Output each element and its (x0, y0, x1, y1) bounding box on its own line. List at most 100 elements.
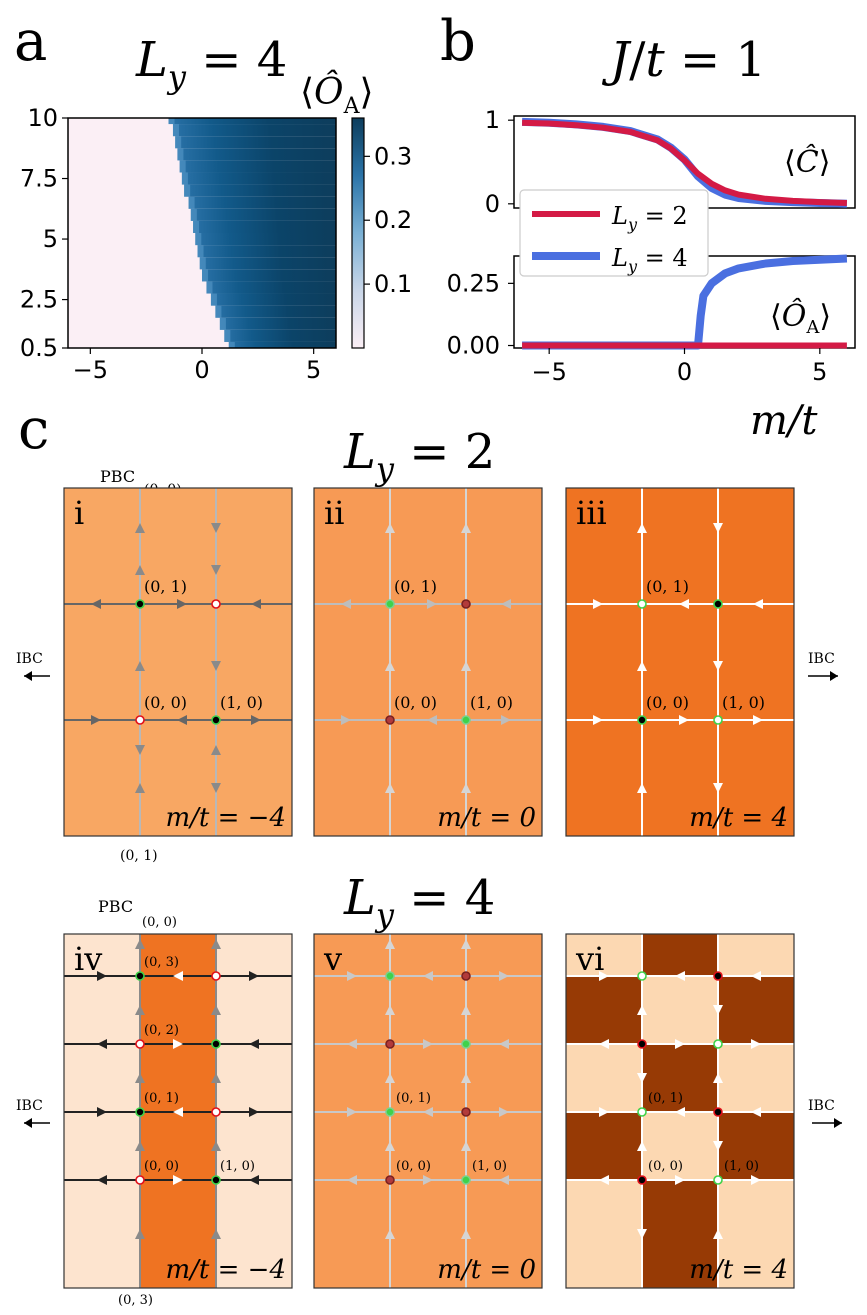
heatmap-edge (193, 220, 200, 233)
heatmap-row (224, 329, 336, 342)
plaquette (718, 976, 794, 1044)
plaquette (718, 1180, 794, 1288)
link-arrow (385, 1229, 395, 1239)
site-coordinate: (0, 1) (646, 577, 689, 596)
link-arrow (211, 1141, 221, 1151)
heatmap-row (177, 148, 336, 161)
lattice-site (637, 715, 647, 725)
site-coordinate: (0, 0) (396, 1159, 431, 1174)
lattice-panels: (0, 1)(0, 0) (1, 0)im/t = −4(0, 1)(0, 0)(… (63, 487, 795, 1289)
panel-b-xlabel: m/t (750, 398, 818, 444)
link-arrow (211, 523, 221, 533)
link-arrow (637, 1073, 647, 1083)
heatmap-row (190, 208, 336, 221)
site-coordinate: (0, 0) (144, 1159, 179, 1174)
link-arrow (499, 1175, 509, 1185)
series-line (522, 254, 848, 350)
ibc-left-bottom: IBC (16, 1098, 50, 1128)
link-arrow (173, 971, 183, 981)
link-arrow (461, 1141, 471, 1151)
link-arrow (211, 745, 221, 755)
colorbar-tick: 0.3 (374, 142, 412, 170)
link-arrow (679, 599, 689, 609)
link-arrow (211, 783, 221, 793)
link-arrow (461, 1073, 471, 1083)
site-coordinate: (0, 1) (144, 577, 187, 596)
link-arrow (713, 1141, 723, 1151)
link-arrow (423, 1107, 433, 1117)
site-coordinate: (0, 0) (394, 693, 437, 712)
link-arrow (751, 1175, 761, 1185)
panel-roman-label: ii (324, 494, 344, 532)
heatmap-ytick: 0.5 (20, 334, 58, 362)
bottom-coord-bottom: (0, 3) (118, 1293, 153, 1308)
link-arrow (385, 1141, 395, 1151)
link-arrow (91, 715, 101, 725)
heatmap-row (206, 281, 336, 294)
panel-label-a: a (14, 9, 47, 74)
heatmap-ytick: 10 (27, 104, 58, 132)
lattice-site (461, 1039, 471, 1049)
plaquette (718, 934, 794, 976)
link-arrow (135, 939, 145, 949)
panel-roman-label: v (323, 940, 342, 978)
panel-mt-label: m/t = 4 (689, 803, 788, 833)
link-arrow (599, 1107, 609, 1117)
bottom-ytick: 0.00 (447, 332, 500, 360)
link-arrow (97, 1107, 107, 1117)
heatmap-edge (172, 124, 179, 137)
heatmap-edge (190, 208, 197, 221)
svg-text:J/t = 1: J/t = 1 (601, 32, 766, 88)
heatmap-row (188, 196, 336, 209)
link-arrow (135, 1073, 145, 1083)
heatmap-edge (210, 293, 217, 306)
link-arrow (423, 1175, 433, 1185)
lattice-site (713, 599, 723, 609)
link-arrow (461, 523, 471, 533)
lattice-site (461, 971, 471, 981)
link-arrow (637, 1141, 647, 1151)
lattice-site (135, 1107, 145, 1117)
plaquette (566, 1180, 642, 1288)
link-arrow (423, 971, 433, 981)
link-arrow (675, 1039, 685, 1049)
lattice-site (637, 599, 647, 609)
heatmap-edge (195, 233, 202, 246)
link-arrow (637, 661, 647, 671)
link-arrow (211, 661, 221, 671)
lattice-site (637, 1107, 647, 1117)
bottom-coord-top: (0, 1) (120, 848, 158, 864)
link-arrow (385, 783, 395, 793)
lattice-site (385, 1039, 395, 1049)
site-coordinate: (0, 0) (144, 693, 187, 712)
link-arrow (499, 1107, 509, 1117)
link-arrow (135, 1141, 145, 1151)
link-arrow (385, 661, 395, 671)
heading-ly4: Ly = 4 (343, 870, 495, 934)
link-arrow (637, 783, 647, 793)
heatmap-edge (206, 281, 213, 294)
panel-b-xtick: −5 (531, 358, 566, 386)
site-coordinate: (0, 2) (144, 1023, 179, 1038)
link-arrow (249, 1039, 259, 1049)
lattice-site (461, 715, 471, 725)
lattice-site (385, 599, 395, 609)
lattice-site (713, 971, 723, 981)
panel-frame (565, 487, 795, 837)
panel-a-title: Ly = 4 (135, 32, 287, 96)
link-arrow (135, 523, 145, 533)
link-arrow (211, 1073, 221, 1083)
link-arrow (97, 1175, 107, 1185)
lattice-site (211, 1175, 221, 1185)
panel-mt-label: m/t = −4 (165, 803, 286, 833)
svg-text:⟨ÔA⟩: ⟨ÔA⟩ (300, 71, 374, 119)
link-arrow (461, 783, 471, 793)
top-subplot-label: ⟨Ĉ⟩ (784, 144, 830, 180)
heatmap-row (228, 341, 336, 348)
lattice-site (385, 1175, 395, 1185)
panel-mt-label: m/t = 0 (437, 1255, 536, 1285)
lattice-site (385, 715, 395, 725)
svg-text:Ly = 4: Ly = 4 (343, 870, 495, 934)
link-arrow (599, 1175, 609, 1185)
heatmap-row (215, 305, 336, 318)
